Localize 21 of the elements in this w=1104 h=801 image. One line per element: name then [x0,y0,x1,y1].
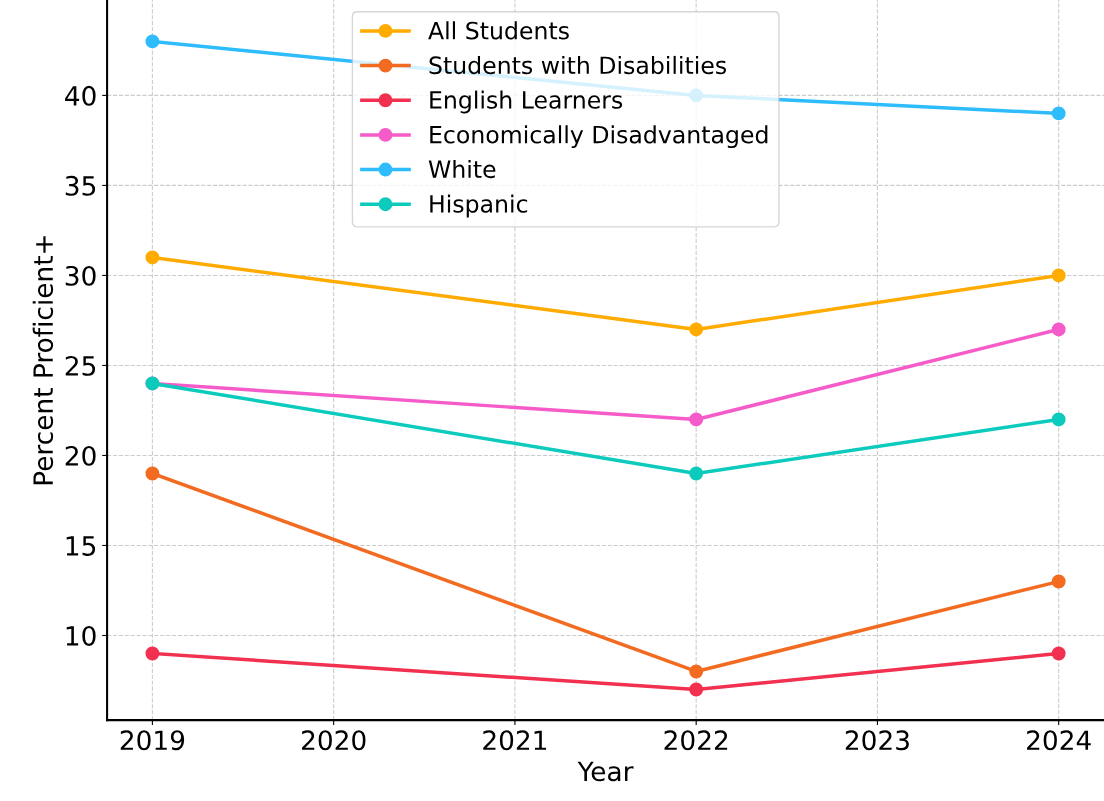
x-tick-label: 2022 [664,730,728,751]
x-tick-label: 2024 [1027,730,1091,751]
legend-label: White [428,159,496,179]
y-tick-label: 40 [65,85,96,106]
y-tick-label: 20 [65,445,96,466]
x-axis-title: Year [577,761,634,782]
legend-label: Students with Disabilities [429,55,726,75]
x-tick-label: 2023 [845,730,909,751]
y-tick-label: 10 [66,625,96,646]
y-axis-title: Percent Proficient+ [32,236,54,485]
x-tick-label: 2020 [302,730,366,751]
legend-label: All Students [428,21,569,40]
y-tick-label: 25 [65,355,96,376]
y-tick-label: 35 [65,175,96,196]
legend-label: Hispanic [430,194,528,218]
x-tick-label: 2019 [120,730,185,751]
x-tick-label: 2021 [483,730,547,751]
legend-label: English Learners [430,90,623,114]
y-tick-label: 15 [66,536,96,556]
y-tick-label: 30 [65,265,96,286]
legend-label: Economically Disadvantaged [430,125,768,149]
